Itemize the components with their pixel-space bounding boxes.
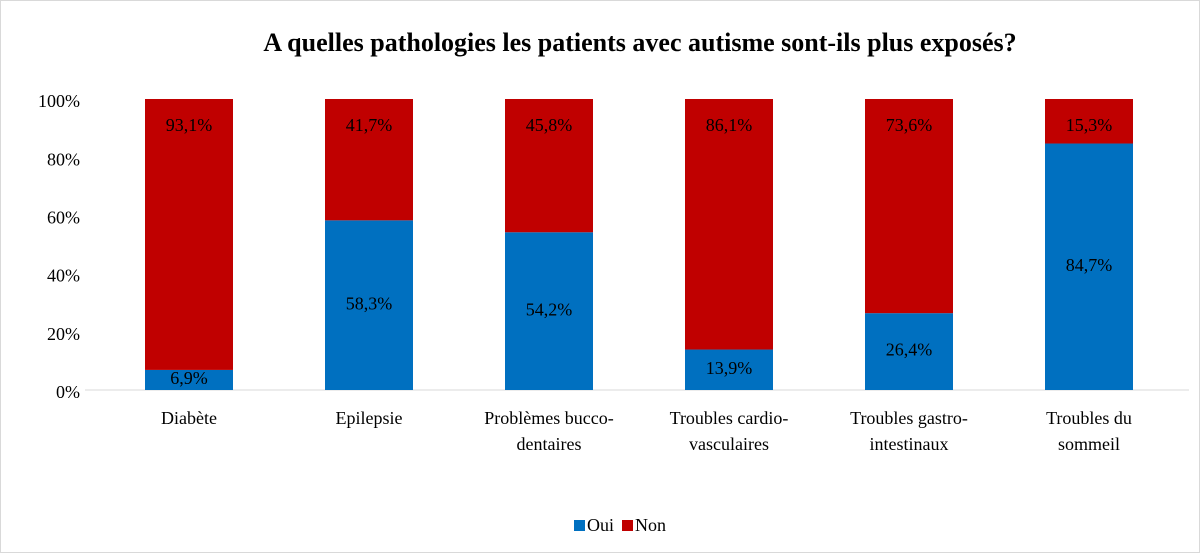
bar-segment [865, 99, 953, 314]
data-label: 84,7% [1066, 255, 1113, 275]
x-tick-label: Troubles gastro- [850, 408, 968, 428]
data-label: 6,9% [170, 368, 208, 388]
bar-segment [325, 99, 413, 221]
y-tick-label: 0% [56, 382, 80, 402]
x-tick-label: sommeil [1058, 434, 1120, 454]
x-tick-label: Troubles du [1046, 408, 1132, 428]
bar-segment [685, 349, 773, 390]
bar-segment [505, 232, 593, 390]
legend-label: Non [635, 515, 666, 535]
x-tick-label: intestinaux [870, 434, 949, 454]
bar-segment [1045, 99, 1133, 144]
bar-segment [505, 99, 593, 233]
bar-segment [865, 313, 953, 390]
x-tick-label: Diabète [161, 408, 217, 428]
data-label: 15,3% [1066, 115, 1113, 135]
data-label: 45,8% [526, 115, 573, 135]
bar-segment [145, 99, 233, 370]
y-tick-label: 100% [38, 91, 80, 111]
data-label: 73,6% [886, 115, 933, 135]
data-label: 58,3% [346, 293, 393, 313]
x-tick-label: vasculaires [689, 434, 769, 454]
legend-label: Oui [587, 515, 614, 535]
x-tick-label: dentaires [517, 434, 582, 454]
chart-title: A quelles pathologies les patients avec … [263, 28, 1016, 57]
data-label: 93,1% [166, 115, 213, 135]
y-tick-label: 20% [47, 324, 80, 344]
x-tick-label: Problèmes bucco- [484, 408, 613, 428]
legend-swatch [622, 520, 633, 531]
legend-swatch [574, 520, 585, 531]
x-tick-label: Epilepsie [336, 408, 403, 428]
y-tick-label: 40% [47, 266, 80, 286]
bar-segment [685, 99, 773, 350]
data-label: 26,4% [886, 340, 933, 360]
y-tick-label: 60% [47, 208, 80, 228]
data-label: 13,9% [706, 358, 753, 378]
data-label: 54,2% [526, 299, 573, 319]
data-label: 41,7% [346, 115, 393, 135]
x-tick-label: Troubles cardio- [670, 408, 789, 428]
bar-segment [325, 220, 413, 390]
y-tick-label: 80% [47, 149, 80, 169]
bar-segment [1045, 143, 1133, 390]
data-label: 86,1% [706, 115, 753, 135]
bar-segment [145, 369, 233, 390]
